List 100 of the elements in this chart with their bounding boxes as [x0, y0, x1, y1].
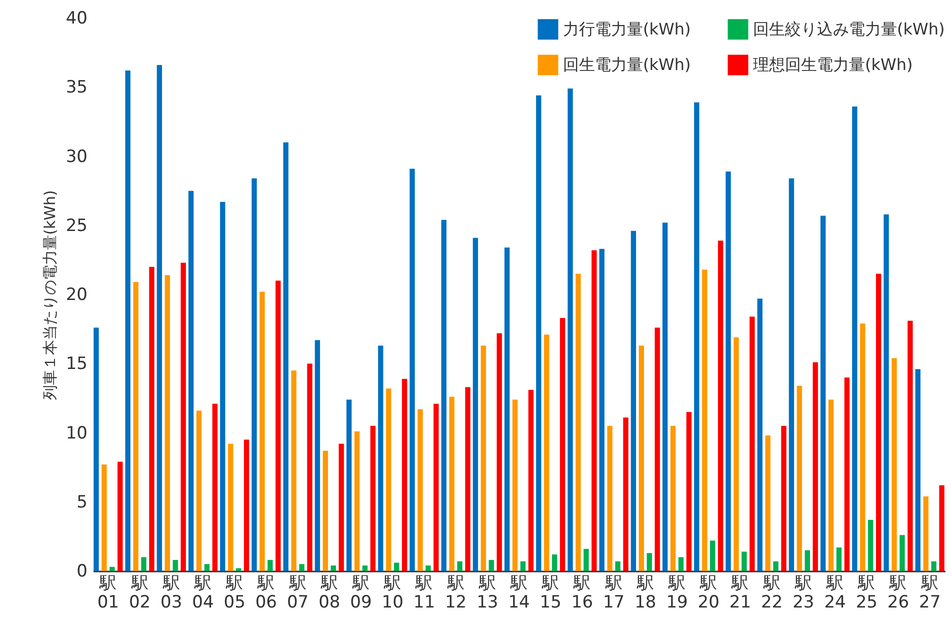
x-tick-label: 駅 23 [792, 574, 814, 612]
x-tick-label: 駅 02 [128, 574, 151, 612]
bar [923, 496, 928, 571]
bar [410, 168, 415, 571]
bar [346, 400, 352, 571]
bar [892, 358, 897, 571]
x-tick-label: 駅 15 [540, 574, 562, 612]
y-tick-label: 5 [76, 492, 88, 512]
bar [512, 400, 518, 571]
bar [102, 464, 107, 571]
legend-label: 回生電力量(kWh) [563, 55, 691, 74]
bar [125, 70, 130, 571]
bar [449, 396, 454, 571]
bar [228, 444, 234, 571]
bar [220, 202, 226, 571]
bar [694, 102, 700, 571]
y-tick-label: 15 [66, 354, 88, 374]
bar [520, 561, 526, 571]
bar [718, 240, 724, 571]
x-tick-label: 駅 27 [919, 574, 941, 612]
x-tick-label: 駅 04 [192, 574, 214, 612]
bar [884, 214, 889, 571]
x-tick-label: 駅 09 [350, 574, 372, 612]
bar [552, 554, 558, 571]
bar [244, 440, 250, 571]
bar [702, 270, 708, 571]
bar [149, 266, 154, 571]
bar [465, 387, 470, 571]
bar [670, 426, 676, 571]
bar [322, 450, 328, 571]
bar [330, 565, 336, 571]
bar [742, 552, 747, 571]
bar [599, 248, 604, 571]
legend-label: 回生絞り込み電力量(kWh) [753, 19, 945, 38]
x-tick-label: 駅 03 [160, 574, 182, 612]
bar [860, 324, 866, 571]
bar [141, 557, 146, 571]
bar [781, 426, 786, 571]
bar [394, 562, 400, 571]
bar [362, 565, 368, 571]
y-tick-label: 25 [66, 216, 88, 236]
bar [788, 178, 794, 571]
bar [615, 561, 620, 571]
bar [828, 400, 834, 571]
bar [110, 566, 115, 571]
bar [560, 318, 566, 571]
x-tick-label: 駅 08 [318, 574, 340, 612]
bar [796, 386, 802, 571]
x-tick-label: 駅 25 [856, 574, 878, 612]
bar [402, 378, 408, 571]
bar [646, 553, 652, 571]
bar [844, 377, 850, 571]
bar [852, 106, 858, 571]
bar [441, 220, 446, 571]
bar [820, 216, 826, 571]
bar [156, 65, 162, 571]
bar [710, 540, 716, 571]
bar [164, 275, 170, 571]
x-tick-label: 駅 10 [382, 574, 404, 612]
bar [204, 564, 210, 571]
y-tick-label: 0 [76, 562, 88, 582]
y-tick-label: 10 [66, 423, 88, 444]
bar [307, 364, 312, 571]
bar [876, 274, 882, 571]
bar [488, 560, 494, 571]
bar [314, 340, 320, 571]
y-tick-label: 35 [66, 78, 88, 98]
bar [496, 333, 502, 571]
bar [418, 409, 423, 571]
bar [528, 390, 534, 571]
x-tick-label: 駅 05 [224, 574, 246, 612]
x-tick-label: 駅 13 [476, 574, 498, 612]
x-tick-label: 駅 18 [634, 574, 656, 612]
bar [378, 346, 384, 571]
bar [607, 426, 612, 571]
bar [804, 550, 810, 571]
x-tick-label: 駅 21 [729, 574, 752, 612]
bar [172, 560, 178, 571]
bar [734, 337, 739, 571]
bar [638, 346, 644, 571]
x-tick-label: 駅 16 [571, 574, 594, 612]
y-tick-label: 30 [66, 146, 88, 167]
bar [900, 535, 905, 571]
bar [812, 362, 818, 571]
x-tick-label: 駅 01 [97, 574, 119, 612]
bar [434, 404, 439, 571]
bar [939, 485, 944, 571]
x-tick-label: 駅 07 [286, 574, 309, 612]
y-tick-label: 20 [66, 285, 88, 305]
bar [773, 561, 778, 571]
x-tick-label: 駅 19 [666, 574, 688, 612]
bar [504, 247, 510, 571]
legend-label: 力行電力量(kWh) [563, 19, 691, 38]
bar [765, 436, 770, 571]
bar [133, 282, 138, 571]
bar [299, 564, 304, 571]
bar [576, 274, 581, 571]
bar [686, 412, 692, 571]
bar [260, 292, 265, 571]
bar [592, 250, 597, 571]
